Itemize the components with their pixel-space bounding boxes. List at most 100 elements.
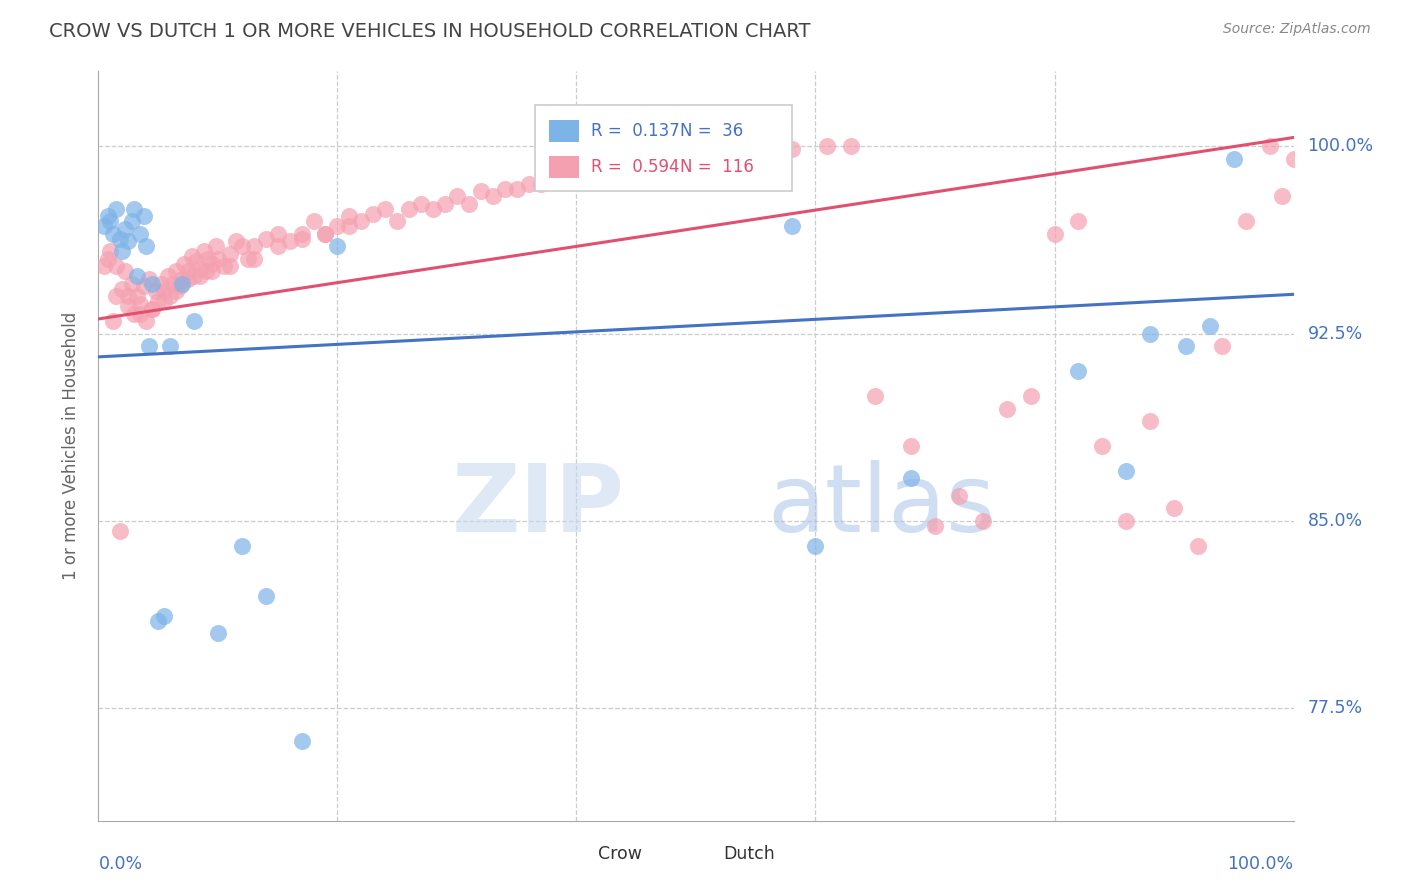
Text: 92.5%: 92.5%: [1308, 325, 1362, 343]
FancyBboxPatch shape: [548, 120, 579, 142]
Point: [554, 169, 576, 184]
Point: [236, 252, 259, 266]
Point: [589, 164, 612, 178]
Y-axis label: 1 or more Vehicles in Household: 1 or more Vehicles in Household: [62, 312, 80, 580]
Point: [148, 614, 170, 628]
Point: [350, 214, 373, 228]
Point: [291, 227, 314, 241]
Point: [98, 244, 122, 259]
Point: [1115, 464, 1137, 478]
Point: [165, 264, 187, 278]
Point: [1067, 364, 1090, 378]
Point: [97, 252, 120, 266]
Point: [188, 269, 211, 284]
Point: [1163, 501, 1185, 516]
Point: [1043, 227, 1066, 241]
Point: [363, 207, 385, 221]
Point: [302, 214, 325, 228]
Point: [1067, 214, 1090, 228]
Point: [177, 271, 200, 285]
Point: [326, 219, 349, 234]
Point: [267, 227, 290, 241]
Point: [153, 294, 176, 309]
Point: [494, 182, 516, 196]
Point: [339, 219, 361, 234]
Point: [186, 254, 208, 268]
Text: 100.0%: 100.0%: [1227, 855, 1294, 873]
Text: atlas: atlas: [768, 460, 995, 552]
Point: [156, 269, 179, 284]
Point: [124, 307, 146, 321]
FancyBboxPatch shape: [558, 843, 589, 865]
Point: [1175, 339, 1198, 353]
Point: [180, 249, 202, 263]
Point: [637, 154, 659, 169]
Point: [470, 184, 492, 198]
Point: [108, 232, 131, 246]
Point: [225, 234, 247, 248]
Point: [434, 196, 457, 211]
Point: [1187, 539, 1209, 553]
Point: [446, 189, 468, 203]
Point: [254, 589, 277, 603]
Point: [121, 277, 143, 291]
Point: [141, 301, 163, 316]
Point: [114, 221, 136, 235]
Point: [165, 284, 187, 298]
Point: [315, 227, 337, 241]
Point: [125, 269, 148, 284]
Point: [1271, 189, 1294, 203]
Point: [172, 277, 194, 291]
Point: [105, 259, 128, 273]
Point: [138, 271, 160, 285]
Point: [804, 539, 827, 553]
Text: ZIP: ZIP: [451, 460, 624, 552]
Point: [411, 196, 433, 211]
Point: [111, 244, 134, 259]
Point: [129, 227, 152, 241]
Point: [398, 202, 420, 216]
Point: [291, 232, 314, 246]
Point: [135, 314, 157, 328]
Point: [101, 227, 124, 241]
Point: [745, 142, 768, 156]
Point: [97, 209, 120, 223]
Point: [183, 269, 205, 284]
Point: [709, 146, 731, 161]
Point: [125, 289, 148, 303]
Point: [278, 234, 301, 248]
Point: [219, 259, 242, 273]
Point: [105, 289, 128, 303]
Point: [339, 209, 361, 223]
Point: [1115, 514, 1137, 528]
Point: [111, 282, 134, 296]
Point: [117, 289, 139, 303]
Text: Crow: Crow: [598, 846, 643, 863]
Point: [1211, 339, 1233, 353]
Point: [195, 264, 218, 278]
Point: [93, 259, 115, 273]
Text: Dutch: Dutch: [724, 846, 775, 863]
Point: [124, 202, 146, 216]
Point: [193, 244, 215, 259]
Point: [159, 289, 181, 303]
Point: [1223, 152, 1246, 166]
FancyBboxPatch shape: [548, 156, 579, 178]
Point: [1019, 389, 1042, 403]
Point: [385, 214, 409, 228]
Point: [169, 279, 191, 293]
Point: [129, 296, 152, 310]
Point: [326, 239, 349, 253]
Point: [172, 271, 194, 285]
Point: [105, 202, 128, 216]
Point: [117, 299, 139, 313]
Point: [481, 189, 505, 203]
Point: [315, 227, 337, 241]
Point: [183, 314, 205, 328]
Point: [132, 279, 155, 293]
Point: [135, 239, 157, 253]
Point: [159, 339, 181, 353]
Point: [145, 284, 167, 298]
Point: [900, 439, 922, 453]
Point: [121, 214, 143, 228]
